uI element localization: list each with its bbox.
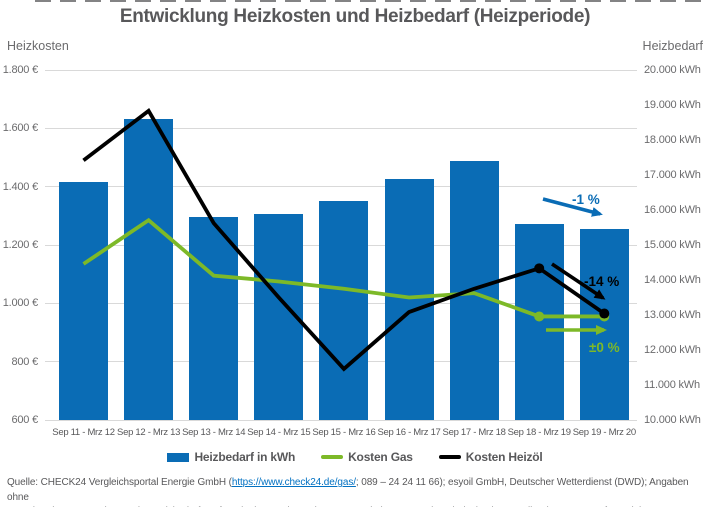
left-axis-title: Heizkosten	[7, 39, 69, 53]
bar-sep19-mrz20	[579, 229, 629, 420]
kosten-heiz-l-marker	[599, 308, 610, 319]
legend-item-heizoel: Kosten Heizöl	[438, 450, 543, 464]
source-note: Quelle: CHECK24 Vergleichsportal Energie…	[7, 476, 707, 507]
gridline	[45, 419, 637, 421]
left-axis-tick-label: 600 €	[11, 414, 38, 426]
bar-sep15-mrz16	[319, 201, 369, 420]
x-axis-label: Sep 16 - Mrz 17	[377, 427, 441, 438]
annotation-label-heizbedarf-change: -1 %	[572, 192, 600, 207]
right-axis-tick-label: 15.000 kWh	[644, 239, 701, 251]
legend-label: Kosten Heizöl	[465, 450, 543, 464]
left-axis-tick-label: 1.400 €	[2, 180, 39, 193]
x-axis-label: Sep 13 - Mrz 14	[182, 427, 246, 438]
x-axis-label: Sep 17 - Mrz 18	[442, 427, 506, 438]
kosten-heiz-l-marker	[534, 263, 545, 274]
x-axis-label: Sep 19 - Mrz 20	[572, 427, 636, 438]
right-axis-tick-label: 14.000 kWh	[644, 274, 701, 286]
annotation-label-heizoel-change: -14 %	[584, 274, 619, 289]
gridline	[45, 186, 637, 188]
left-axis-tick-label: 1.000 €	[2, 297, 39, 310]
legend-item-gas: Kosten Gas	[321, 450, 413, 464]
source-text: Quelle: CHECK24 Vergleichsportal Energie…	[7, 477, 232, 488]
right-axis-tick-label: 17.000 kWh	[644, 169, 701, 181]
legend-label: Kosten Gas	[348, 450, 413, 464]
x-axis-label: Sep 15 - Mrz 16	[312, 427, 376, 438]
right-axis-tick-label: 11.000 kWh	[644, 379, 700, 391]
x-axis-label: Sep 12 - Mrz 13	[117, 427, 181, 438]
right-axis-tick-label: 16.000 kWh	[644, 204, 701, 216]
left-axis-tick-label: 800 €	[11, 355, 38, 368]
source-text: ; 089 – 24 24 11 66); esyoil GmbH, Deuts…	[7, 477, 689, 503]
annotation-arrow-heizoel-change	[551, 262, 606, 300]
bar-sep11-mrz12	[59, 182, 108, 420]
page-title: Entwicklung Heizkosten und Heizbedarf (H…	[119, 6, 591, 27]
right-axis-tick-label: 13.000 kWh	[644, 309, 701, 321]
gridline	[45, 127, 637, 129]
legend-item-heizbedarf: Heizbedarf in kWh	[167, 450, 295, 464]
legend-label: Heizbedarf in kWh	[194, 450, 296, 464]
right-axis-tick-label: 19.000 kWh	[644, 99, 701, 111]
right-axis-tick-label: 12.000 kWh	[644, 344, 701, 356]
check24-link[interactable]: https://www.check24.de/gas/	[231, 477, 356, 488]
bar-sep18-mrz19	[514, 224, 564, 420]
legend: Heizbedarf in kWh Kosten Gas Kosten Heiz…	[0, 449, 710, 465]
x-axis-label: Sep 14 - Mrz 15	[247, 427, 311, 438]
left-axis-tick-label: 1.600 €	[2, 122, 39, 135]
kosten-gas-line	[82, 217, 605, 319]
bar-sep13-mrz14	[189, 217, 239, 420]
right-axis-tick-label: 18.000 kWh	[644, 134, 701, 146]
line-swatch-icon	[438, 455, 461, 459]
bar-sep12-mrz13	[124, 119, 174, 420]
left-axis-tick-label: 1.200 €	[2, 239, 39, 251]
right-axis-tick-label: 10.000 kWh	[644, 414, 701, 426]
kosten-gas-marker	[534, 311, 545, 322]
cropped-text-sliver	[35, 0, 710, 2]
annotation-arrow-heizbedarf-change	[542, 197, 603, 217]
x-axis-label: Sep 11 - Mrz 12	[52, 427, 115, 438]
kosten-heiz-l-line	[82, 108, 606, 372]
right-axis-tick-label: 20.000 kWh	[644, 64, 701, 76]
x-axis-label: Sep 18 - Mrz 19	[507, 427, 571, 438]
bar-swatch-icon	[167, 452, 190, 462]
annotation-label-gas-change: ±0 %	[589, 340, 620, 355]
line-swatch-icon	[321, 455, 344, 459]
left-axis-tick-label: 1.800 €	[2, 64, 39, 76]
gridline	[45, 69, 637, 71]
right-axis-title: Heizbedarf	[642, 39, 703, 53]
